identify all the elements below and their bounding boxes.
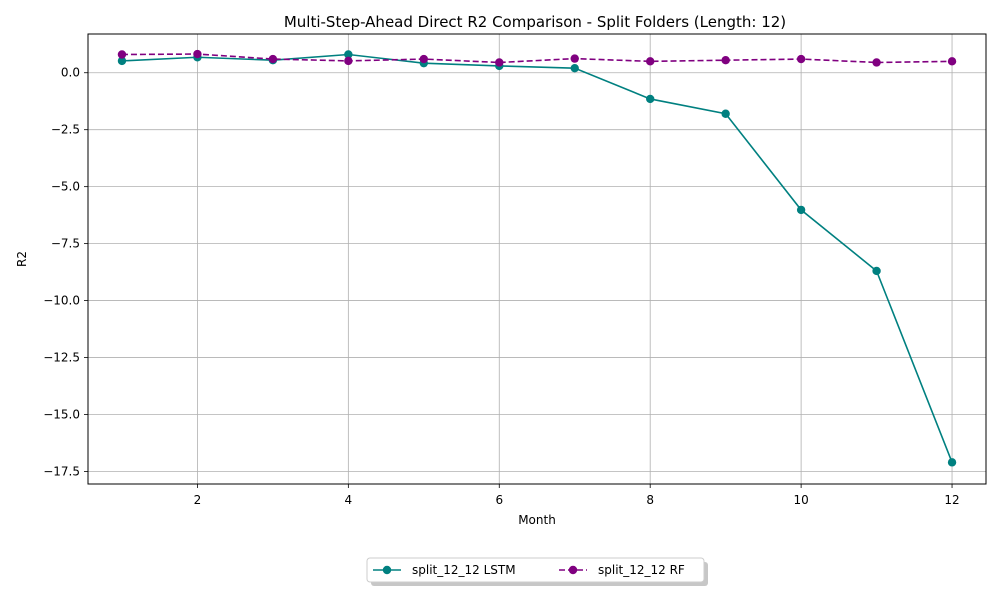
plot-frame xyxy=(87,33,987,485)
y-tick-label: 0.0 xyxy=(61,66,80,80)
grid xyxy=(88,34,986,484)
data-point xyxy=(570,63,579,73)
y-tick-label: −7.5 xyxy=(51,237,80,251)
y-tick-label: −10.0 xyxy=(43,294,80,308)
data-point xyxy=(721,56,730,65)
data-point xyxy=(117,56,127,66)
data-point xyxy=(419,54,429,64)
data-point xyxy=(796,54,806,64)
legend-label: split_12_12 RF xyxy=(598,563,685,577)
y-tick-label: −5.0 xyxy=(51,180,80,194)
data-point xyxy=(947,57,957,66)
chart-title: Multi-Step-Ahead Direct R2 Comparison - … xyxy=(284,13,786,31)
data-point xyxy=(344,50,353,59)
series-line xyxy=(121,53,953,463)
x-tick-label: 4 xyxy=(345,493,353,507)
legend-item: split_12_12 LSTM xyxy=(373,563,516,577)
data-point xyxy=(872,58,881,67)
x-tick-label: 6 xyxy=(495,493,503,507)
data-point xyxy=(344,56,353,66)
x-axis-label: Month xyxy=(518,513,556,527)
data-point xyxy=(495,58,504,67)
data-point xyxy=(645,94,655,104)
x-tick-label: 12 xyxy=(944,493,959,507)
x-tick-label: 10 xyxy=(793,493,808,507)
series-line xyxy=(121,53,953,64)
x-axis-ticks: 2 4 6 8 10 12 xyxy=(194,484,960,507)
y-axis-ticks: 0.0 −2.5 −5.0 −7.5 −10.0 −12.5 −15.0 −17.5 xyxy=(43,66,88,478)
legend: split_12_12 LSTM split_12_12 RF xyxy=(366,557,708,586)
legend-swatch-marker xyxy=(382,565,392,575)
data-point xyxy=(117,50,127,59)
legend-swatch-marker xyxy=(568,565,578,575)
series-layer xyxy=(117,49,957,467)
y-tick-label: −2.5 xyxy=(51,123,80,137)
legend-item: split_12_12 RF xyxy=(559,563,685,577)
data-point xyxy=(570,54,579,63)
data-point xyxy=(872,266,881,276)
data-point xyxy=(947,458,957,467)
data-point xyxy=(193,49,202,59)
x-tick-label: 2 xyxy=(194,493,202,507)
series-split-12-12-lstm xyxy=(117,50,957,467)
legend-label: split_12_12 LSTM xyxy=(412,563,516,577)
data-point xyxy=(268,54,278,64)
data-point xyxy=(721,109,730,118)
legend-box xyxy=(366,557,705,583)
y-axis-label: R2 xyxy=(15,251,29,267)
data-point xyxy=(796,205,806,215)
y-tick-label: −12.5 xyxy=(43,351,80,365)
series-split-12-12-rf xyxy=(117,49,957,67)
y-tick-label: −17.5 xyxy=(43,464,80,478)
y-tick-label: −15.0 xyxy=(43,408,80,422)
x-tick-label: 8 xyxy=(646,493,654,507)
data-point xyxy=(645,57,655,66)
